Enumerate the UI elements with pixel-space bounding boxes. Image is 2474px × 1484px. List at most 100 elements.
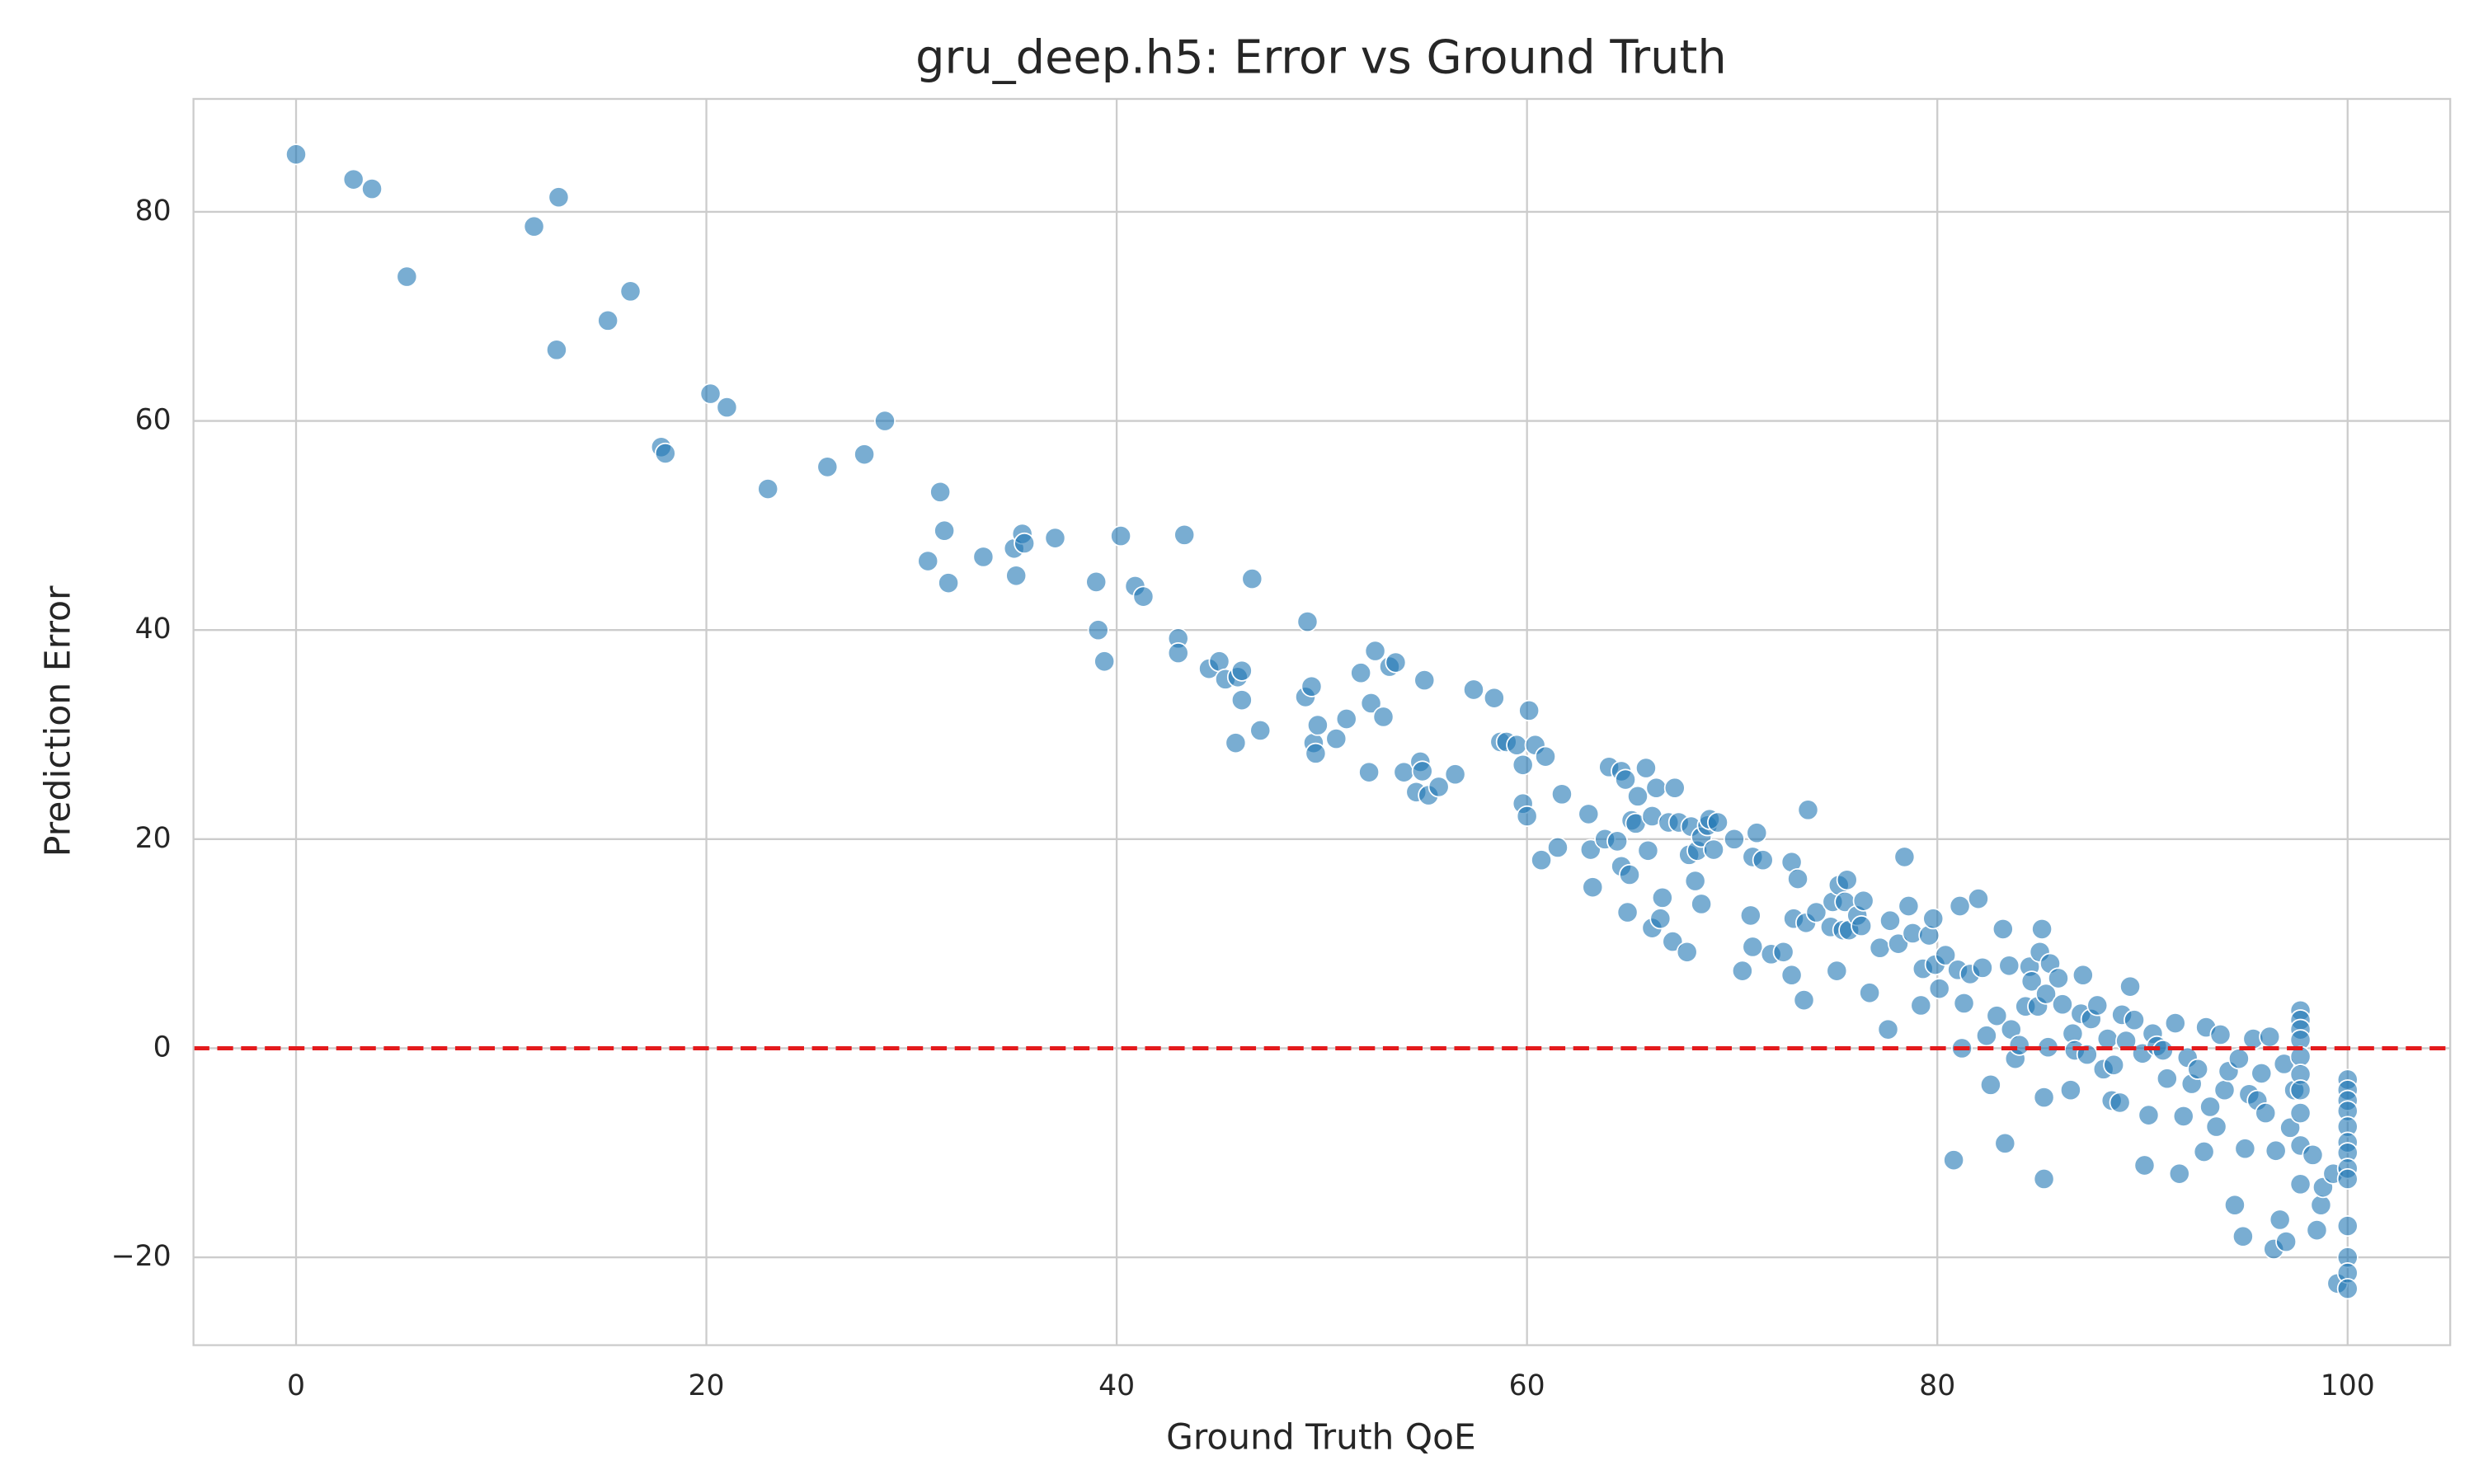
scatter-point	[2259, 1026, 2281, 1048]
scatter-point	[1360, 692, 1382, 715]
scatter-point	[1506, 734, 1528, 756]
scatter-point	[2269, 1209, 2291, 1231]
scatter-point	[1826, 960, 1848, 982]
scatter-point	[1805, 901, 1827, 923]
scatter-point	[2251, 1062, 2273, 1084]
scatter-point	[1616, 901, 1639, 923]
scatter-point	[917, 550, 939, 572]
scatter-point	[1898, 895, 1920, 918]
y-axis-label: Prediction Error	[39, 585, 79, 857]
scatter-point	[2205, 1115, 2227, 1138]
x-tick-label: 40	[1098, 1369, 1135, 1402]
scatter-point	[545, 339, 567, 361]
scatter-point	[2289, 1102, 2312, 1125]
scatter-point	[1746, 822, 1768, 844]
scatter-point	[1928, 978, 1950, 1000]
scatter-point	[2133, 1154, 2156, 1176]
scatter-point	[1225, 732, 1247, 754]
scatter-point	[2086, 994, 2109, 1017]
scatter-point	[1793, 989, 1815, 1012]
x-tick-label: 60	[1509, 1369, 1545, 1402]
scatter-point	[1372, 706, 1395, 728]
scatter-point	[1780, 964, 1803, 986]
scatter-point	[1649, 908, 1672, 930]
scatter-point	[361, 177, 383, 200]
scatter-point	[1413, 669, 1436, 692]
scatter-point	[1684, 870, 1706, 892]
scatter-point	[1707, 811, 1729, 834]
scatter-point	[2156, 1068, 2178, 1090]
scatter-point	[1986, 1005, 2008, 1027]
scatter-point	[1797, 799, 1819, 821]
grid	[193, 99, 2451, 1345]
scatter-point	[1967, 888, 1989, 910]
scatter-point	[1998, 955, 2020, 977]
scatter-point	[1739, 904, 1761, 927]
scatter-point	[2209, 1023, 2232, 1046]
scatter-point	[1877, 1018, 1899, 1040]
scatter-point	[2168, 1162, 2190, 1185]
scatter-point	[1014, 532, 1036, 555]
scatter-point	[1550, 783, 1573, 805]
scatter-point	[1132, 585, 1155, 608]
scatter-point	[1662, 931, 1684, 953]
scatter-point	[1634, 757, 1657, 779]
scatter-point	[1887, 932, 1909, 955]
scatter-point	[2096, 1027, 2119, 1050]
scatter-point	[2336, 1167, 2359, 1190]
scatter-point	[1651, 886, 1673, 909]
scatter-point	[1582, 876, 1604, 899]
scatter-point	[654, 442, 676, 464]
scatter-point	[2310, 1194, 2332, 1216]
scatter-point	[1364, 640, 1386, 662]
scatter-point	[1742, 936, 1764, 958]
scatter-point	[2336, 1278, 2359, 1300]
scatter-point	[2138, 1104, 2160, 1126]
scatter-point	[2234, 1138, 2256, 1160]
scatter-point	[1935, 944, 1957, 966]
scatter-point	[1910, 994, 1932, 1017]
scatter-point	[1971, 956, 1993, 979]
scatter-point	[1994, 1132, 2016, 1154]
scatter-point	[2035, 983, 2058, 1005]
scatter-point	[1085, 571, 1108, 593]
plot-frame	[192, 97, 2452, 1346]
scatter-point	[1676, 941, 1698, 963]
scatter-point	[2336, 1214, 2359, 1237]
scatter-point	[1836, 869, 1858, 891]
scatter-point	[1005, 565, 1028, 587]
scatter-point	[699, 383, 722, 405]
x-axis-label: Ground Truth QoE	[1166, 1417, 1476, 1458]
scatter-point	[2232, 1225, 2254, 1247]
scatter-point	[1922, 908, 1945, 930]
scatter-point	[1516, 805, 1538, 828]
scatter-point	[1230, 689, 1253, 711]
y-tick-label: −20	[111, 1240, 172, 1273]
scatter-point	[1879, 909, 1901, 932]
scatter-point	[1752, 849, 1774, 871]
scatter-point	[1772, 941, 1794, 963]
scatter-point	[619, 280, 642, 303]
scatter-point	[1462, 679, 1484, 701]
scatter-point	[1723, 828, 1745, 850]
scatter-point	[285, 143, 307, 166]
scatter-point	[1306, 714, 1329, 736]
scatter-point	[929, 481, 952, 503]
scatter-point	[2302, 1144, 2324, 1166]
scatter-point	[1044, 527, 1066, 549]
scatter-point	[2031, 918, 2053, 940]
scatter-point	[1335, 707, 1357, 730]
x-tick-label: 0	[287, 1369, 305, 1402]
scatter-point	[548, 186, 570, 209]
scatter-point	[1241, 568, 1263, 590]
scatter-point	[1949, 895, 1971, 918]
scatter-point	[1731, 960, 1753, 982]
scatter-point	[2152, 1039, 2174, 1062]
scatter-point	[1992, 918, 2014, 940]
scatter-point	[1663, 777, 1686, 799]
scatter-point	[972, 546, 995, 568]
scatter-point	[1787, 867, 1809, 890]
scatter-point	[2223, 1194, 2246, 1216]
scatter-point	[1606, 830, 1629, 852]
scatter-point	[2020, 970, 2043, 993]
